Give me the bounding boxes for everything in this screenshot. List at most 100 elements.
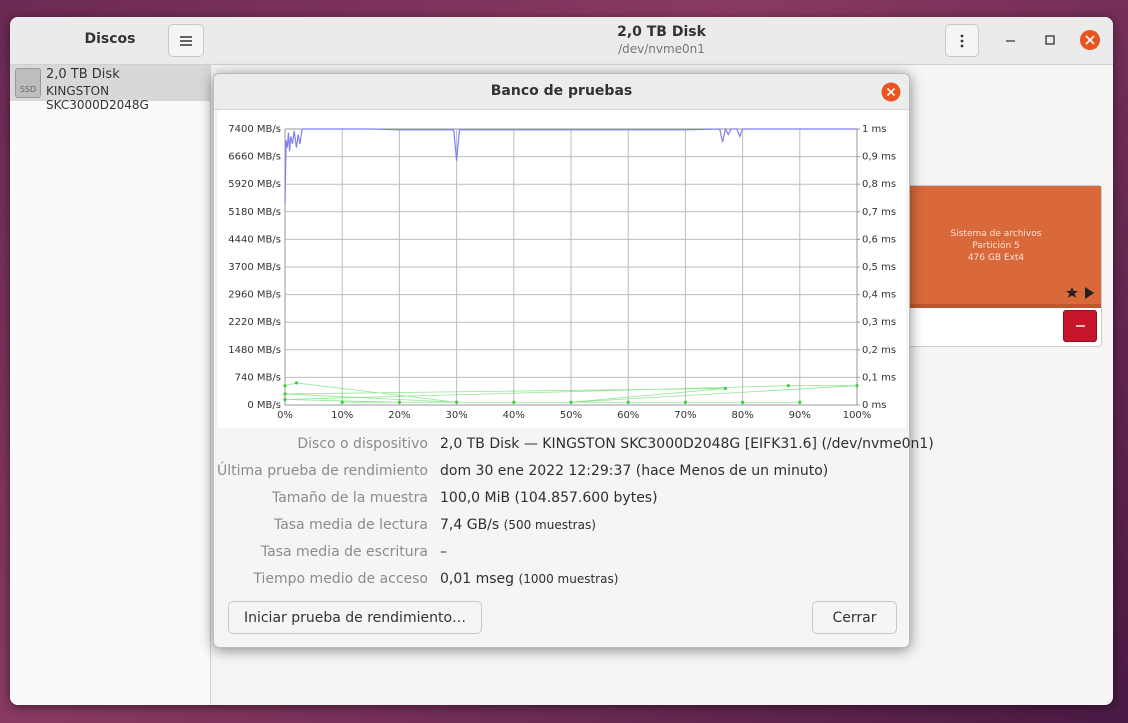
partition-line: Sistema de archivos xyxy=(950,229,1042,239)
access-point xyxy=(683,400,687,404)
sidebar-title: Discos xyxy=(84,31,136,47)
chart-background xyxy=(218,110,906,428)
row-label: Última prueba de rendimiento xyxy=(217,463,428,479)
x-tick-label: 90% xyxy=(789,410,811,421)
menu-icon xyxy=(180,35,192,46)
disk-menu-button[interactable] xyxy=(945,24,979,57)
series-line xyxy=(284,127,857,204)
y2-tick-label: 0,6 ms xyxy=(862,234,896,245)
close-button[interactable]: Cerrar xyxy=(812,601,897,634)
y-tick-label: 2960 MB/s xyxy=(228,290,281,301)
row-label: Tamaño de la muestra xyxy=(271,490,428,506)
y2-tick-label: 0,8 ms xyxy=(862,179,896,190)
y2-tick-label: 0,5 ms xyxy=(862,262,896,273)
value-note: (1000 muestras) xyxy=(518,572,619,586)
y-tick-label: 2220 MB/s xyxy=(228,317,281,328)
benchmark-dialog: Banco de pruebas 0 MB/s 740 MB/s 1480 MB/s… xyxy=(213,73,934,648)
partition[interactable]: Sistema de archivos Partición 5 476 GB E… xyxy=(891,186,1101,304)
value-text: 7,4 GB/s xyxy=(440,517,500,533)
y-tick-label: 1480 MB/s xyxy=(228,345,281,356)
row-value: dom 30 ene 2022 12:29:37 (hace Menos de … xyxy=(440,463,828,479)
value-text: 2,0 TB Disk — KINGSTON SKC3000D2048G [EI… xyxy=(440,436,934,452)
access-point xyxy=(340,400,344,404)
disk-title: 2,0 TB Disk xyxy=(46,67,120,82)
x-tick-label: 20% xyxy=(388,410,410,421)
value-text: 100,0 MiB (104.857.600 bytes) xyxy=(440,490,658,506)
y2-tick-label: 0,1 ms xyxy=(862,372,896,383)
row-label: Tasa media de lectura xyxy=(273,517,428,533)
benchmark-chart: 0 MB/s 740 MB/s 1480 MB/s 2220 MB/s 2960 MB/… xyxy=(218,110,906,428)
disk-item[interactable]: SSD 2,0 TB Disk KINGSTON SKC3000D2048G xyxy=(10,65,210,112)
access-point xyxy=(786,384,790,388)
access-point xyxy=(741,400,745,404)
dialog-header: Banco de pruebas xyxy=(214,74,909,110)
start-benchmark-button[interactable]: Iniciar prueba de rendimiento… xyxy=(228,601,482,634)
y-tick-label: 6660 MB/s xyxy=(228,152,281,163)
dialog-title: Banco de pruebas xyxy=(490,83,633,99)
access-point xyxy=(512,400,516,404)
partition-icons xyxy=(1066,287,1094,299)
y-tick-label: 5180 MB/s xyxy=(228,207,281,218)
header-bar: Discos 2,0 TB Disk /dev/nvme0n1 xyxy=(10,17,1113,65)
y2-tick-label: 0,2 ms xyxy=(862,345,896,356)
minus-icon xyxy=(1076,325,1085,327)
access-point xyxy=(283,392,287,396)
y-tick-label: 3700 MB/s xyxy=(228,262,281,273)
row-value: 0,01 mseg (1000 muestras) xyxy=(440,571,618,587)
access-point xyxy=(569,400,573,404)
dialog-close[interactable] xyxy=(881,82,901,102)
access-point xyxy=(455,400,459,404)
row-value: – xyxy=(440,544,447,560)
row-label: Tiempo medio de acceso xyxy=(253,571,428,587)
delete-button[interactable] xyxy=(1063,310,1097,342)
y-tick-label: 0 MB/s xyxy=(247,400,281,411)
row-value: 100,0 MiB (104.857.600 bytes) xyxy=(440,490,658,506)
access-point xyxy=(855,384,859,388)
row-label: Tasa media de escritura xyxy=(260,544,428,560)
y-tick-label: 4440 MB/s xyxy=(228,234,281,245)
kebab-icon xyxy=(960,34,964,47)
access-point xyxy=(397,400,401,404)
y2-tick-label: 0,3 ms xyxy=(862,317,896,328)
value-text: 0,01 mseg xyxy=(440,571,515,587)
series-line xyxy=(284,382,858,403)
x-tick-label: 30% xyxy=(445,410,467,421)
x-tick-label: 0% xyxy=(277,410,293,421)
window-title: 2,0 TB Disk xyxy=(617,24,706,40)
menu-button[interactable] xyxy=(168,24,204,57)
x-tick-label: 10% xyxy=(331,410,353,421)
window-controls xyxy=(1006,30,1100,50)
partition-line: Partición 5 xyxy=(972,241,1020,251)
access-point xyxy=(283,384,287,388)
volume-panel: Sistema de archivos Partición 5 476 GB E… xyxy=(890,185,1102,347)
x-tick-label: 100% xyxy=(843,410,872,421)
access-point xyxy=(283,397,287,402)
x-tick-label: 70% xyxy=(674,410,696,421)
y2-tick-label: 0 ms xyxy=(862,400,887,411)
x-tick-label: 60% xyxy=(617,410,639,421)
row-value: 7,4 GB/s (500 muestras) xyxy=(440,517,596,533)
sidebar: SSD 2,0 TB Disk KINGSTON SKC3000D2048G xyxy=(10,65,211,705)
access-point xyxy=(723,386,728,391)
row-value: 2,0 TB Disk — KINGSTON SKC3000D2048G [EI… xyxy=(440,436,934,452)
y2-tick-label: 0,7 ms xyxy=(862,207,896,218)
value-note: (500 muestras) xyxy=(503,518,596,532)
value-text: – xyxy=(440,544,447,560)
y2-tick-label: 0,9 ms xyxy=(862,152,896,163)
ssd-icon: SSD xyxy=(15,68,41,98)
partition-line: 476 GB Ext4 xyxy=(967,253,1025,263)
window-subtitle: /dev/nvme0n1 xyxy=(618,42,705,56)
partition-info: Sistema de archivos Partición 5 476 GB E… xyxy=(891,228,1101,264)
access-point xyxy=(798,400,802,404)
access-point xyxy=(294,381,299,385)
y-tick-label: 7400 MB/s xyxy=(228,124,281,135)
maximize[interactable] xyxy=(1045,35,1055,45)
value-text: dom 30 ene 2022 12:29:37 (hace Menos de … xyxy=(440,463,829,479)
disk-model: KINGSTON SKC3000D2048G xyxy=(46,84,149,112)
y2-tick-label: 1 ms xyxy=(862,124,887,135)
x-tick-label: 50% xyxy=(560,410,582,421)
y-tick-label: 740 MB/s xyxy=(235,372,281,383)
access-point xyxy=(626,400,630,404)
plot-frame xyxy=(284,128,858,406)
